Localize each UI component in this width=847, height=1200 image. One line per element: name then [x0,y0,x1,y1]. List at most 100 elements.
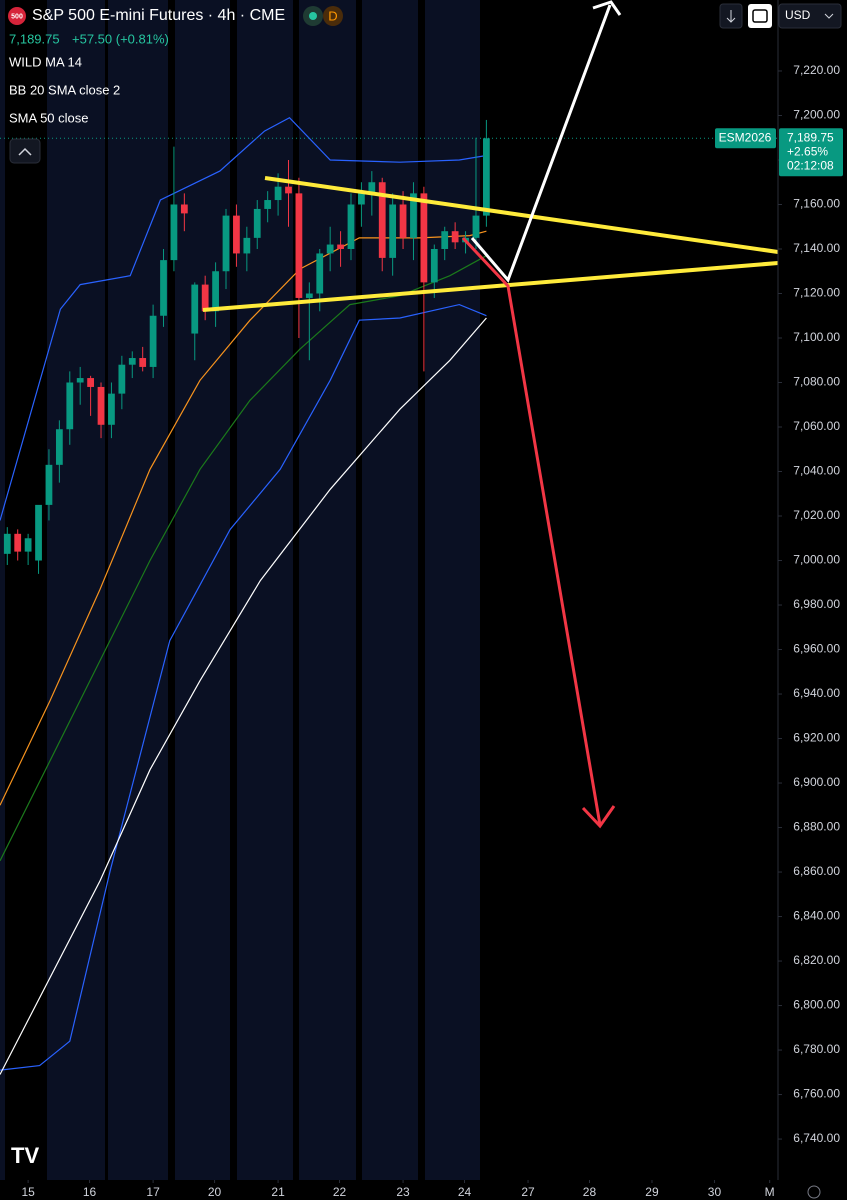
y-tick-label: 6,940.00 [793,686,840,700]
currency-button[interactable] [778,3,842,29]
fullscreen-icon [752,9,768,23]
x-tick-label: 16 [83,1185,97,1199]
candle-body [149,315,157,367]
candle-body [243,237,251,254]
candle-body [399,204,407,238]
collapse-icon [18,147,32,156]
price-tag-change: +2.65% [787,144,828,158]
drawings [202,0,779,829]
price-tag-value: 7,189.75 [787,130,834,144]
x-tick-label: 23 [396,1185,410,1199]
candle-body [87,378,94,387]
y-tick-label: 7,220.00 [793,63,840,77]
candle-body [14,533,22,552]
price-axis [778,0,847,1200]
candle-body [191,284,199,334]
session-band [299,0,356,1180]
arrowhead [581,805,616,829]
candle-body [55,429,63,465]
trend-line [264,176,779,254]
settings-icon[interactable] [807,1185,821,1199]
candle-body [305,293,313,298]
y-tick-label: 7,000.00 [793,553,840,567]
candle-body [295,193,303,298]
candle-body [368,182,376,194]
candle-body [201,284,209,312]
y-tick-label: 7,120.00 [793,286,840,300]
y-tick-label: 7,100.00 [793,330,840,344]
x-tick-label: 24 [458,1185,472,1199]
candle-body [253,208,261,238]
candle-body [66,382,74,430]
indicator-line [0,230,487,806]
candle-body [108,393,115,425]
candle-body [285,186,292,194]
collapse-button[interactable] [9,138,41,164]
x-tick-label: 15 [21,1185,35,1199]
trend-line [202,261,779,312]
y-tick-label: 7,040.00 [793,464,840,478]
candle-body [326,244,334,254]
indicator-label: BB 20 SMA close 2 [9,82,120,97]
x-tick-label: 28 [583,1185,597,1199]
session-band [425,0,480,1180]
scroll-icon [726,10,736,23]
y-tick-label: 6,900.00 [793,775,840,789]
y-tick-label: 6,740.00 [793,1131,840,1145]
candle-body [233,215,240,254]
session-band [47,0,105,1180]
candle-body [441,231,449,249]
price-tag-countdown: 02:12:08 [787,158,834,172]
x-tick-label: 22 [333,1185,347,1199]
candle-body [24,538,32,552]
logo [8,7,26,25]
down-arrow [461,236,602,826]
y-tick-label: 6,980.00 [793,597,840,611]
session-band [237,0,293,1180]
indicator-label: SMA 50 close [9,110,89,125]
candle-body [264,200,272,209]
candle-body [118,364,126,394]
indicator-line [0,303,487,1071]
y-tick-label: 6,800.00 [793,998,840,1012]
tv-logo: TV [11,1143,39,1168]
candle-body [160,260,167,316]
candle-body [180,204,188,214]
candle-body [35,504,42,561]
candle-body [358,193,365,205]
candle-body [389,204,397,258]
y-tick-label: 7,140.00 [793,241,840,255]
time-axis [0,1180,847,1200]
candle-body [430,248,438,283]
candle-body [337,244,344,249]
candle-body [170,204,178,261]
y-tick-label: 6,860.00 [793,864,840,878]
x-tick-label: 20 [208,1185,222,1199]
y-tick-label: 6,820.00 [793,953,840,967]
badge-text: D [328,8,337,23]
symbol-tag [715,128,776,149]
up-arrow [470,4,612,283]
candle-body [482,138,490,216]
y-tick-label: 7,060.00 [793,419,840,433]
badge [323,6,343,26]
session-band [108,0,168,1180]
session-band [362,0,418,1180]
indicator-line [0,255,487,862]
candle-body [97,386,105,425]
logo-text: 500 [11,13,23,20]
currency-caret [824,13,834,19]
fullscreen-button[interactable] [748,4,772,28]
candle-body [3,533,11,554]
candle-body [139,358,147,367]
status-dot [309,12,317,20]
indicator-line [0,317,487,1075]
candle-body [128,358,136,365]
candle-body [472,215,480,238]
candle-body [410,193,417,238]
candle-body [222,215,230,272]
y-tick-label: 6,960.00 [793,642,840,656]
x-tick-label: 30 [708,1185,722,1199]
arrowhead [592,0,622,16]
price-change: +57.50 (+0.81%) [72,31,169,46]
